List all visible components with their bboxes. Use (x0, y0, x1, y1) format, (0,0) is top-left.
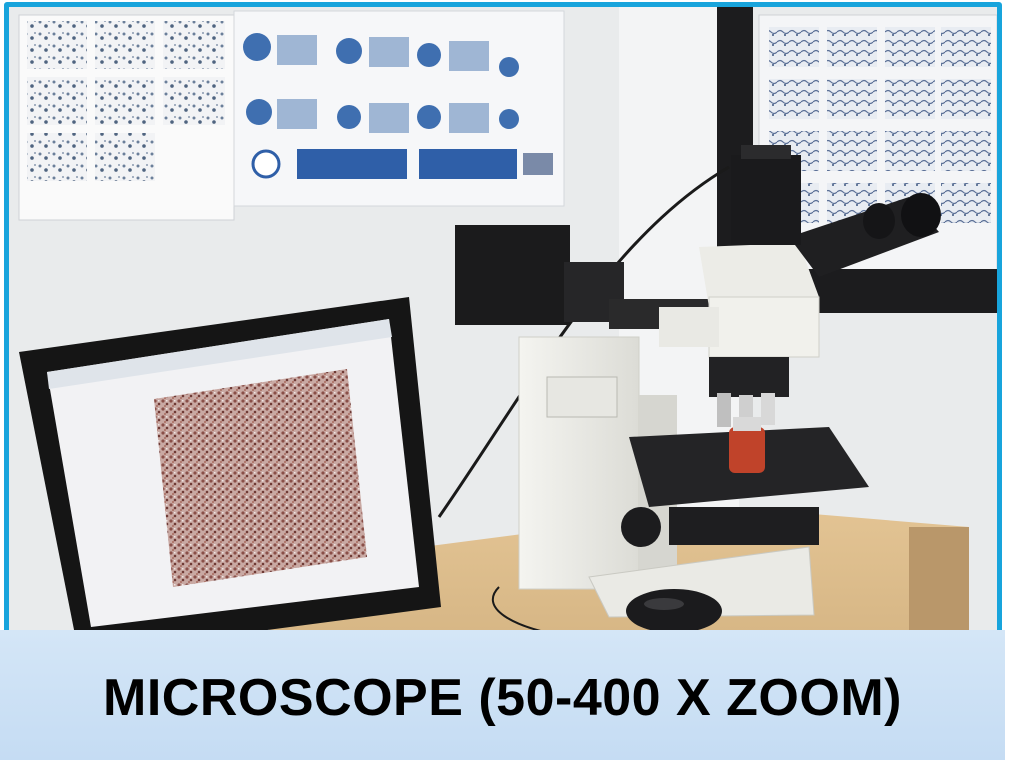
microscope-icon (455, 145, 941, 618)
photo-frame (4, 2, 1002, 720)
computer-monitor-icon (19, 297, 441, 715)
computer-mouse-icon (626, 589, 722, 633)
camera-module-icon (731, 145, 801, 245)
caption-title: MICROSCOPE (50-400 X ZOOM) (103, 669, 902, 727)
wall-posters-icon (18, 10, 997, 274)
caption-bar: MICROSCOPE (50-400 X ZOOM) (0, 630, 1005, 760)
lab-photo (9, 7, 997, 715)
